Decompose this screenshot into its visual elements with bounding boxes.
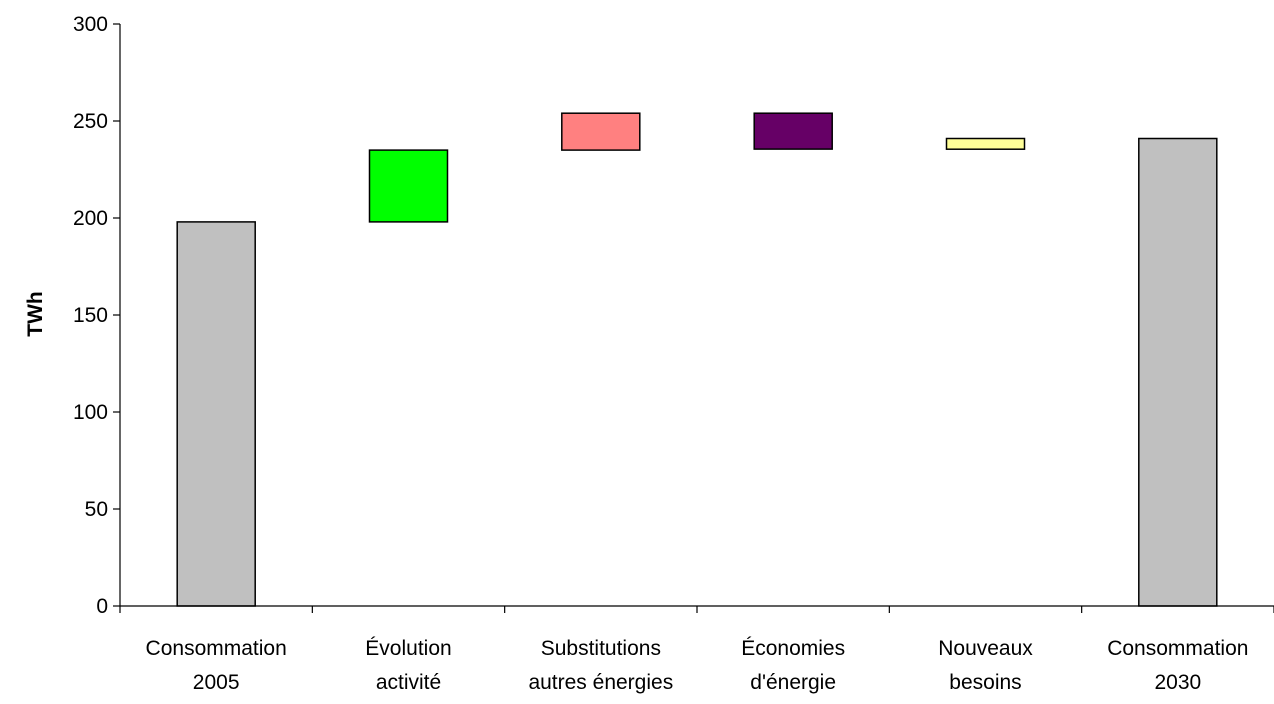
x-category-label-1: Évolution activité [365, 637, 451, 694]
x-category-label-3: Économies d'énergie [741, 637, 845, 694]
bar-0 [176, 221, 256, 607]
x-category-label-0: Consommation 2005 [146, 637, 287, 694]
x-category-label-5: Consommation 2030 [1107, 637, 1248, 694]
y-tick-label-0: 0 [96, 595, 108, 618]
bar-4 [945, 137, 1026, 150]
bar-1 [368, 149, 449, 223]
y-tick-label-2: 100 [73, 401, 108, 424]
bar-2 [561, 112, 641, 151]
y-axis-title-group: TWh [24, 291, 47, 336]
bar-5 [1138, 137, 1218, 607]
y-tick-label-3: 150 [73, 304, 108, 327]
bars-layer [176, 112, 1218, 607]
y-axis-title: TWh [24, 291, 47, 336]
y-tick-label-1: 50 [85, 498, 108, 521]
y-tick-label-6: 300 [73, 13, 108, 36]
labels-layer: 0 50 100 150 200 250 300 Consommation 2005 Évolut… [73, 13, 1248, 694]
bar-3 [753, 112, 833, 150]
axes-layer [113, 23, 1274, 613]
y-tick-label-4: 200 [73, 207, 108, 230]
x-category-label-4: Nouveaux besoins [938, 637, 1033, 694]
x-category-label-2: Substitutions autres énergies [528, 637, 673, 694]
y-tick-label-5: 250 [73, 110, 108, 133]
